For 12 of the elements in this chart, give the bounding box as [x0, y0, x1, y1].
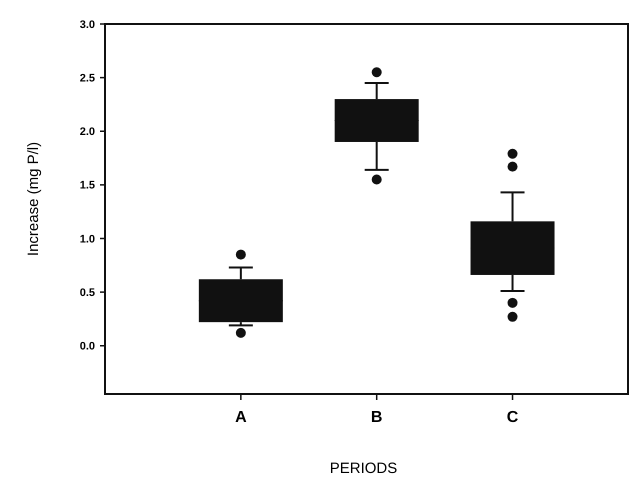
y-tick-label: 3.0 — [80, 18, 95, 31]
x-axis-title: PERIODS — [330, 460, 398, 477]
y-tick-label: 1.0 — [80, 233, 95, 246]
y-axis-title: Increase (mg P/l) — [25, 142, 42, 256]
y-tick-label: 0.0 — [80, 340, 95, 353]
x-tick-label: B — [370, 409, 382, 426]
y-tick-label: 0.5 — [80, 286, 95, 299]
y-tick-label: 1.5 — [80, 180, 95, 192]
y-tick-label: 2.0 — [80, 126, 95, 138]
y-tick-label: 2.5 — [80, 72, 95, 84]
x-tick-label: C — [506, 409, 519, 426]
x-tick-label: A — [235, 409, 248, 426]
